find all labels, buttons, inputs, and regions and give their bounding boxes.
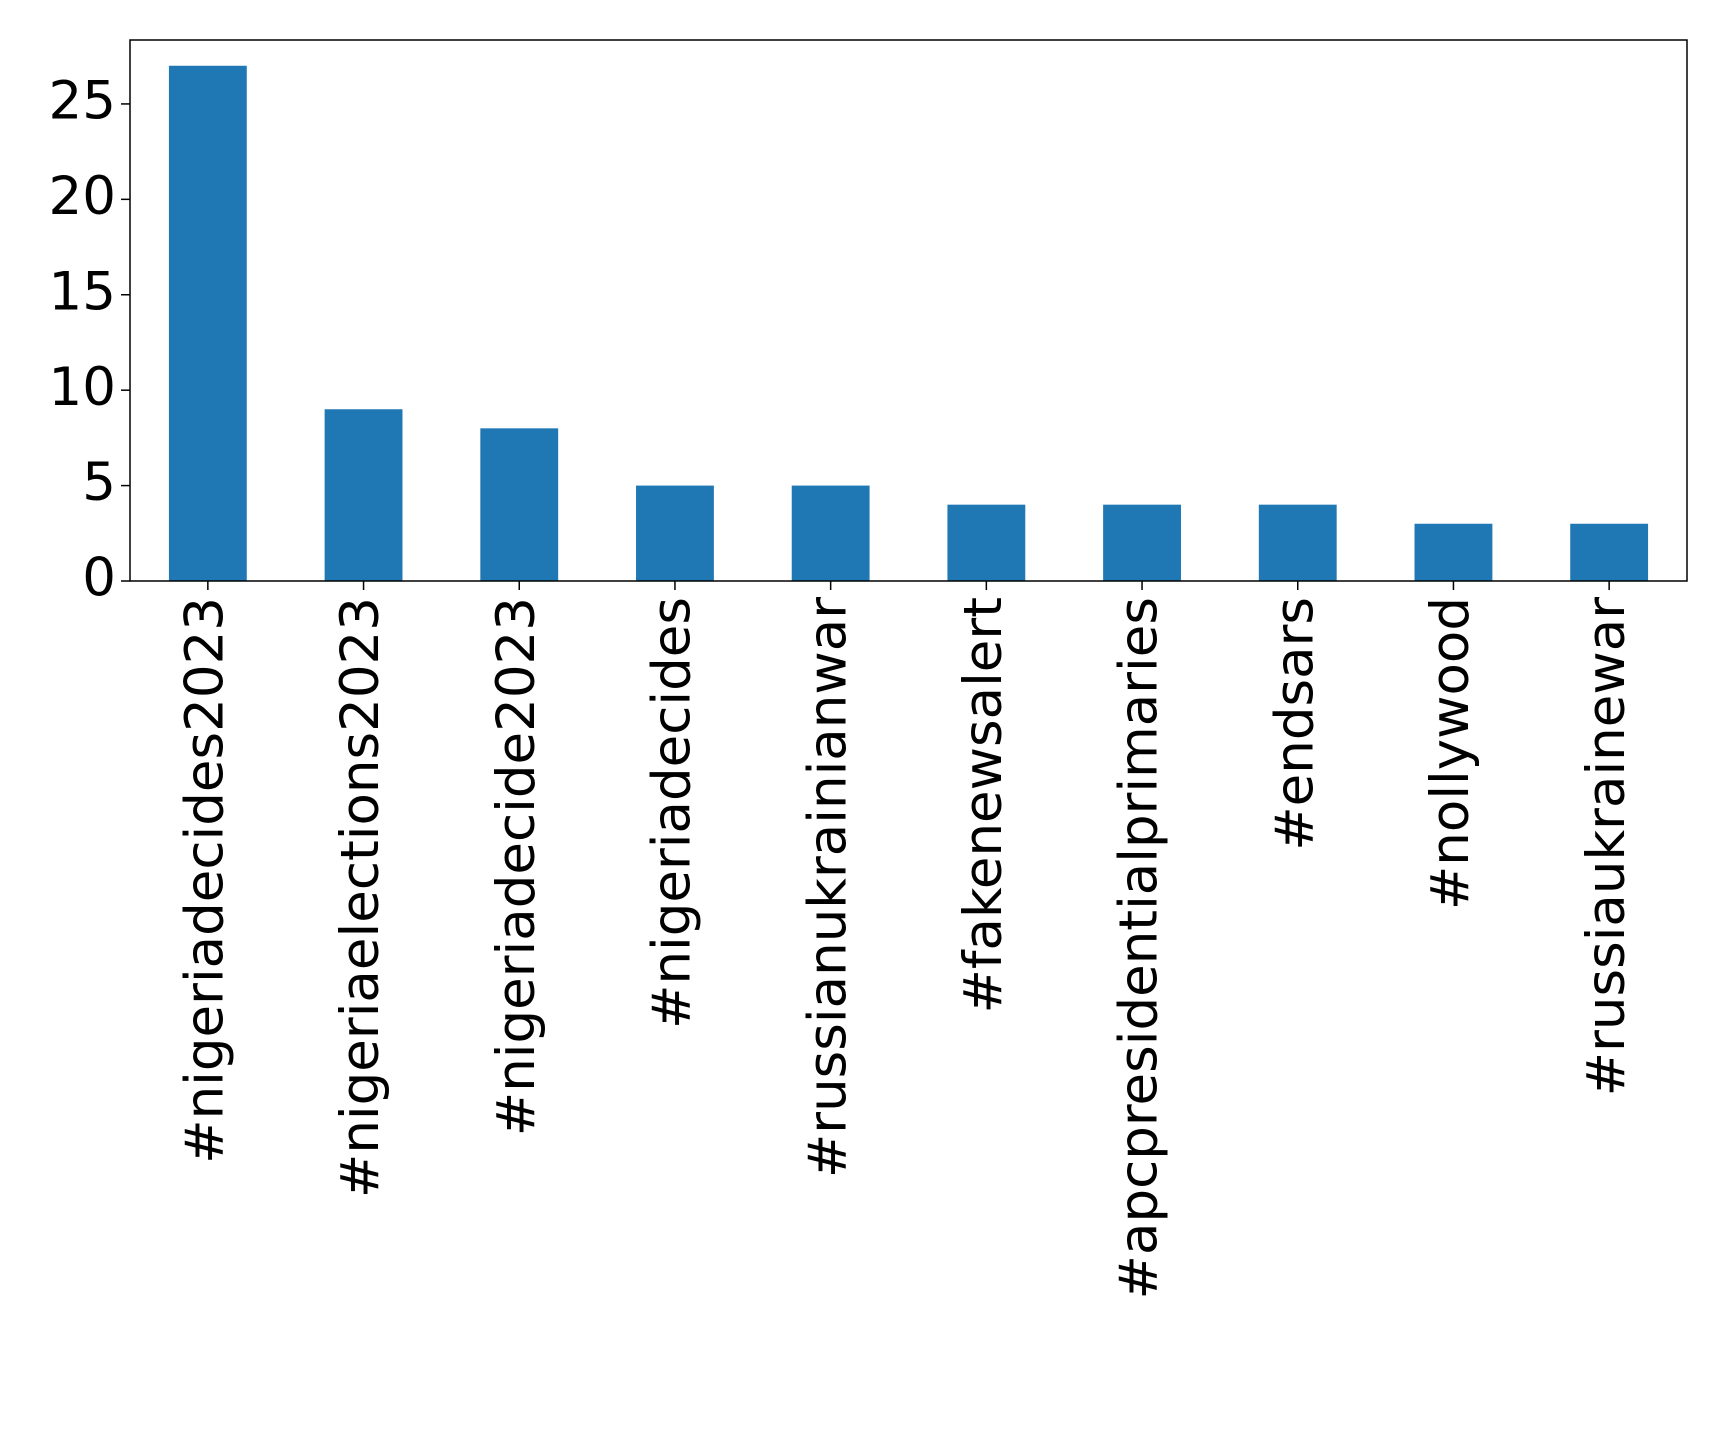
x-tick-label: #nigeriadecide2023 bbox=[486, 597, 547, 1136]
bar bbox=[1570, 523, 1649, 581]
bar bbox=[636, 485, 714, 581]
bar bbox=[947, 504, 1026, 581]
x-tick-label: #fakenewsalert bbox=[953, 597, 1014, 1014]
y-tick-label: 5 bbox=[82, 452, 116, 513]
bar bbox=[791, 485, 870, 581]
x-tick-label: #apcpresidentialprimaries bbox=[1109, 597, 1170, 1299]
x-tick-label: #nollywood bbox=[1420, 597, 1481, 910]
y-tick-label: 25 bbox=[49, 71, 116, 132]
bar bbox=[324, 409, 403, 581]
y-tick-label: 15 bbox=[49, 261, 116, 322]
x-tick-label: #russiaukrainewar bbox=[1576, 597, 1637, 1097]
y-tick-label: 20 bbox=[49, 166, 116, 227]
y-tick-label: 0 bbox=[82, 548, 116, 609]
y-tick-label: 10 bbox=[49, 357, 116, 418]
bar bbox=[1103, 504, 1181, 581]
bar bbox=[168, 65, 247, 581]
x-tick-label: #nigeriaelections2023 bbox=[330, 597, 391, 1198]
x-tick-label: #russianukrainianwar bbox=[797, 597, 858, 1178]
bar bbox=[1258, 504, 1337, 581]
plot-frame bbox=[129, 39, 1688, 582]
bar bbox=[1414, 523, 1493, 581]
x-tick-label: #nigeriadecides2023 bbox=[174, 597, 235, 1164]
x-tick-label: #endsars bbox=[1264, 597, 1325, 851]
x-tick-label: #nigeriadecides bbox=[642, 597, 703, 1029]
bar bbox=[480, 428, 559, 581]
